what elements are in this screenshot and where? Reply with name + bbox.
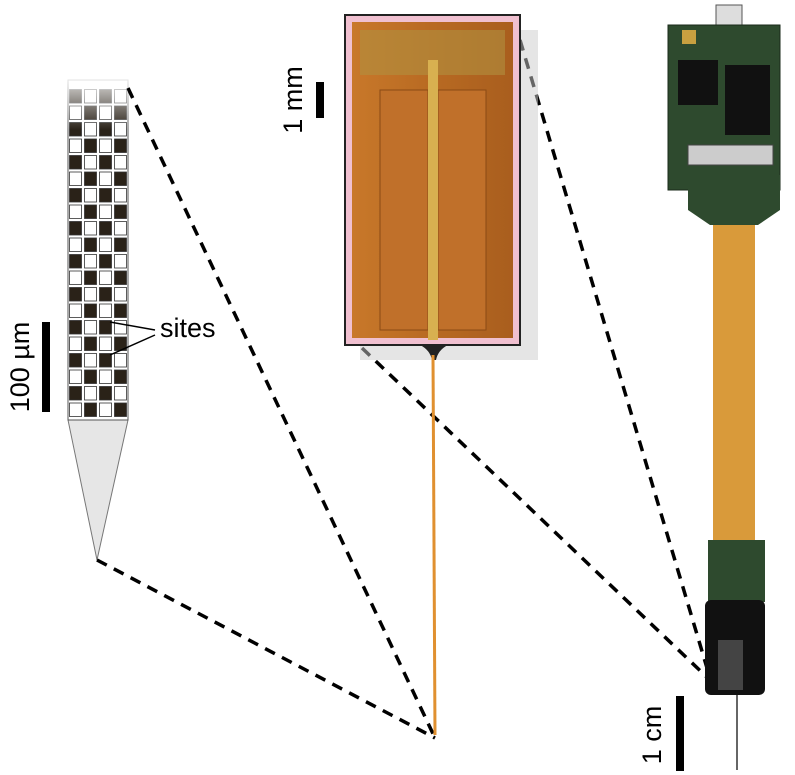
recording-site <box>84 138 97 153</box>
shank-fade <box>60 70 140 130</box>
recording-site <box>69 303 82 318</box>
recording-site <box>84 336 97 351</box>
recording-site <box>114 204 127 219</box>
recording-site <box>99 402 112 417</box>
recording-site <box>69 270 82 285</box>
probe-chip <box>344 14 538 736</box>
zoom-line <box>126 87 437 739</box>
recording-site <box>69 221 82 236</box>
scale-label: 100 µm <box>5 322 35 413</box>
recording-site <box>84 155 97 170</box>
recording-site <box>84 353 97 368</box>
recording-site <box>84 402 97 417</box>
recording-site <box>114 369 127 384</box>
recording-site <box>99 188 112 203</box>
recording-site <box>69 171 82 186</box>
recording-site <box>114 386 127 401</box>
recording-site <box>99 204 112 219</box>
recording-site <box>114 221 127 236</box>
recording-site <box>69 254 82 269</box>
recording-site <box>99 138 112 153</box>
recording-site <box>69 353 82 368</box>
recording-site <box>114 402 127 417</box>
scale-label: 1 mm <box>278 66 308 134</box>
recording-site <box>99 287 112 302</box>
recording-site <box>99 254 112 269</box>
recording-site <box>99 320 112 335</box>
recording-site <box>84 237 97 252</box>
recording-site <box>114 155 127 170</box>
zoom-line <box>518 39 709 669</box>
recording-site <box>69 237 82 252</box>
recording-site <box>99 270 112 285</box>
recording-site <box>99 303 112 318</box>
recording-site <box>69 402 82 417</box>
recording-site <box>69 336 82 351</box>
recording-site <box>69 188 82 203</box>
recording-site <box>69 204 82 219</box>
recording-site <box>69 320 82 335</box>
recording-site <box>84 270 97 285</box>
callout-line <box>109 334 156 356</box>
recording-site <box>84 386 97 401</box>
zoom-line <box>360 346 714 684</box>
callout-line <box>109 321 156 331</box>
zoom-line <box>96 558 436 740</box>
recording-site <box>69 155 82 170</box>
recording-site <box>84 320 97 335</box>
recording-site <box>84 254 97 269</box>
recording-site <box>114 303 127 318</box>
recording-site <box>84 369 97 384</box>
recording-site <box>99 336 112 351</box>
recording-site <box>99 386 112 401</box>
recording-site <box>99 171 112 186</box>
recording-site <box>69 138 82 153</box>
recording-site <box>84 204 97 219</box>
recording-site <box>114 237 127 252</box>
scale-bar <box>676 696 684 771</box>
recording-site <box>99 221 112 236</box>
recording-site <box>99 369 112 384</box>
recording-site <box>84 188 97 203</box>
recording-site <box>99 237 112 252</box>
recording-site <box>84 287 97 302</box>
scale-bar <box>316 82 324 118</box>
recording-site <box>69 287 82 302</box>
recording-site <box>114 287 127 302</box>
recording-site <box>114 188 127 203</box>
probe-shank <box>67 79 129 561</box>
recording-site <box>114 171 127 186</box>
recording-site <box>114 270 127 285</box>
headstage-device <box>667 4 781 770</box>
scale-label: 1 cm <box>637 706 667 765</box>
recording-site <box>69 369 82 384</box>
recording-site <box>114 254 127 269</box>
recording-site <box>114 138 127 153</box>
recording-site <box>114 353 127 368</box>
recording-site <box>99 353 112 368</box>
recording-site <box>84 303 97 318</box>
scale-bar <box>42 322 50 412</box>
recording-site <box>84 221 97 236</box>
recording-site <box>69 386 82 401</box>
sites-label: sites <box>160 313 216 343</box>
recording-site <box>84 171 97 186</box>
recording-site <box>99 155 112 170</box>
